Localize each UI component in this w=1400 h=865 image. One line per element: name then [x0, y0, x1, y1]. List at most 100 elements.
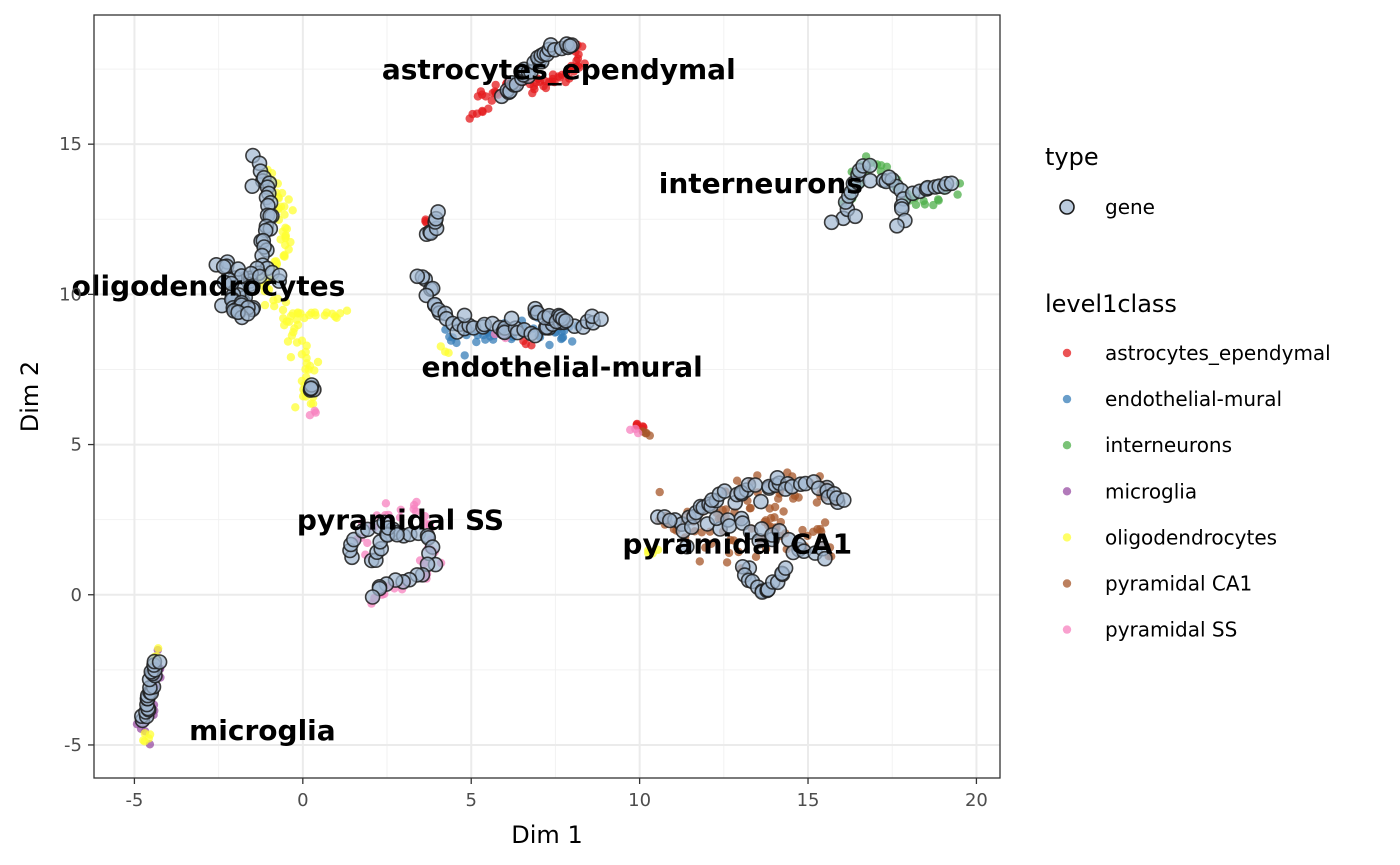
cell-point — [269, 296, 278, 305]
cell-point — [487, 96, 496, 105]
cell-point — [291, 403, 300, 412]
grid-minor — [94, 15, 1000, 778]
gene-points — [134, 36, 960, 729]
cell-point — [363, 538, 372, 548]
cell-point — [934, 196, 943, 205]
cluster-label: pyramidal CA1 — [622, 528, 852, 561]
y-tick-label: 15 — [59, 134, 82, 155]
cell-point — [481, 335, 490, 344]
legend-label-astrocytes-ependymal: astrocytes_ependymal — [1105, 341, 1331, 365]
legend-label-pyramidal-ca1: pyramidal CA1 — [1105, 572, 1252, 596]
cell-point — [761, 544, 771, 554]
cell-point — [308, 399, 318, 408]
y-axis-title: Dim 2 — [16, 361, 44, 432]
cell-point — [779, 507, 788, 516]
legend-label-pyramidal-ss: pyramidal SS — [1105, 618, 1237, 642]
cell-point — [154, 644, 163, 653]
legend-key-interneurons — [1062, 441, 1072, 450]
cluster-label: endothelial-mural — [422, 350, 703, 383]
legend-label-endothelial-mural: endothelial-mural — [1105, 387, 1282, 411]
cell-point — [573, 54, 583, 63]
cell-point — [734, 547, 743, 557]
cell-point — [539, 81, 548, 91]
cluster-labels: astrocytes_ependymal interneurons oligoden… — [72, 53, 863, 747]
cell-point — [578, 42, 587, 51]
gene-point — [847, 208, 864, 225]
cell-point — [645, 431, 654, 440]
cell-point — [707, 539, 716, 548]
cell-point — [655, 487, 664, 497]
gene-point — [747, 477, 764, 493]
cell-point — [395, 513, 405, 522]
cell-point — [472, 337, 481, 347]
x-axis: -5 0 5 10 15 20 — [125, 778, 988, 811]
gene-point — [661, 512, 678, 529]
cell-point — [313, 357, 323, 367]
gene-point — [409, 268, 426, 285]
gene-point — [593, 311, 609, 328]
cell-point — [911, 200, 921, 209]
cluster-label: oligodendrocytes — [72, 269, 346, 302]
cell-point — [288, 206, 297, 215]
y-axis: -5 0 5 10 15 — [59, 134, 94, 756]
cell-point — [396, 505, 405, 514]
cell-point — [530, 85, 539, 94]
legend: type gene level1class astrocytes_ependym… — [1045, 143, 1331, 642]
cell-point — [721, 505, 731, 514]
cell-point — [335, 309, 345, 318]
cell-point — [281, 298, 291, 307]
gene-point — [753, 493, 769, 510]
cell-point — [724, 548, 734, 558]
cluster-label: interneurons — [659, 167, 863, 200]
cell-point — [260, 300, 270, 310]
cell-point — [444, 348, 453, 357]
cell-point — [794, 493, 803, 502]
gene-point — [943, 175, 960, 192]
y-tick-label: 10 — [59, 284, 82, 305]
cell-point — [420, 512, 430, 521]
cell-point — [280, 210, 289, 219]
gene-point — [215, 258, 232, 275]
gene-point — [823, 214, 840, 231]
cell-point — [381, 499, 391, 508]
cell-point — [558, 333, 568, 342]
gene-point — [527, 327, 544, 344]
cell-point — [311, 311, 320, 320]
grid-major — [94, 15, 1000, 778]
gene-point — [678, 538, 695, 555]
gene-point — [389, 526, 405, 543]
cell-point — [264, 285, 274, 294]
cell-point — [310, 366, 319, 375]
cell-point — [882, 162, 892, 171]
legend-class-entries: astrocytes_ependymal endothelial-mural int… — [1062, 341, 1331, 642]
x-tick-label: -5 — [125, 790, 143, 811]
gene-point — [862, 157, 878, 174]
cell-point — [812, 498, 822, 507]
gene-point — [881, 169, 897, 185]
cell-point — [278, 305, 288, 315]
cell-point — [765, 504, 774, 513]
gene-point — [244, 178, 261, 194]
cell-point — [722, 558, 732, 567]
cell-point — [568, 337, 577, 346]
x-tick-label: 10 — [628, 790, 651, 811]
cell-point — [633, 428, 643, 438]
cell-point — [817, 527, 826, 536]
cell-point — [554, 72, 563, 81]
cell-point — [342, 306, 352, 315]
cell-point — [412, 497, 421, 507]
gene-point — [303, 380, 319, 397]
x-tick-label: 15 — [797, 790, 820, 811]
cell-point — [460, 351, 469, 360]
cell-point — [286, 353, 296, 362]
legend-key-endothelial-mural — [1062, 394, 1072, 404]
cell-point — [421, 217, 430, 226]
cluster-label: microglia — [189, 714, 336, 747]
legend-label-microglia: microglia — [1105, 479, 1197, 503]
gene-point — [777, 560, 794, 576]
cell-point — [751, 552, 761, 561]
cell-point — [491, 80, 500, 90]
cell-point — [653, 545, 663, 554]
gene-point — [889, 218, 905, 234]
